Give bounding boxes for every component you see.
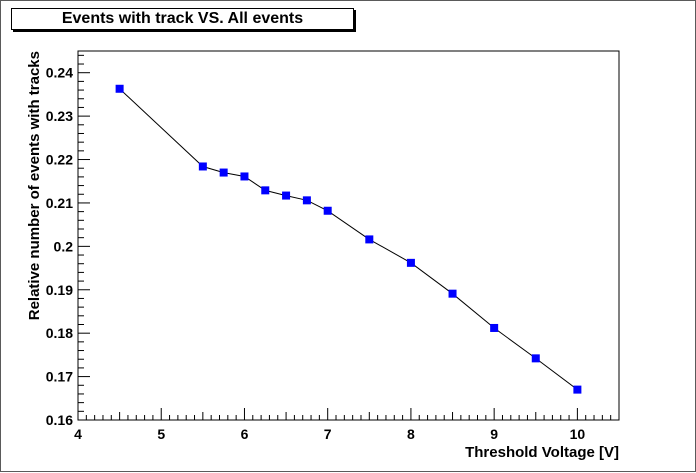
y-tick-label: 0.24 [46,65,73,81]
data-point [365,235,374,244]
data-point [323,206,332,215]
data-point [261,186,270,195]
data-point [282,191,291,200]
data-point [115,84,124,93]
chart-title: Events with track VS. All events [11,8,354,30]
y-tick-label: 0.19 [46,282,73,298]
y-tick-label: 0.17 [46,369,73,385]
y-tick-label: 0.2 [54,238,74,254]
x-tick-label: 7 [324,426,332,442]
x-tick-label: 4 [74,426,82,442]
axis-ticks: 4 5 6 7 8 9 10 0.16 0.17 0.18 0.19 0.2 0.21 0.22 0.23 0… [26,50,620,461]
data-point [240,172,249,181]
data-point [448,289,457,298]
y-tick-label: 0.22 [46,152,73,168]
data-point [573,385,582,394]
data-point [219,168,228,177]
y-tick-label: 0.21 [46,195,73,211]
series-line [119,88,578,391]
y-tick-label: 0.16 [46,412,73,428]
data-point [406,258,415,267]
plot-frame [77,50,620,421]
x-tick-label: 8 [407,426,415,442]
data-series [115,84,582,394]
data-point [490,323,499,332]
y-axis-label: Relative number of events with tracks [26,51,43,320]
data-point [531,354,540,363]
data-point [198,162,207,171]
x-axis-label: Threshold Voltage [V] [465,444,619,461]
x-tick-label: 10 [570,426,586,442]
x-tick-label: 5 [157,426,165,442]
x-tick-label: 6 [241,426,249,442]
y-tick-label: 0.23 [46,108,73,124]
x-tick-label: 9 [490,426,498,442]
data-point [302,196,311,205]
y-tick-label: 0.18 [46,325,73,341]
